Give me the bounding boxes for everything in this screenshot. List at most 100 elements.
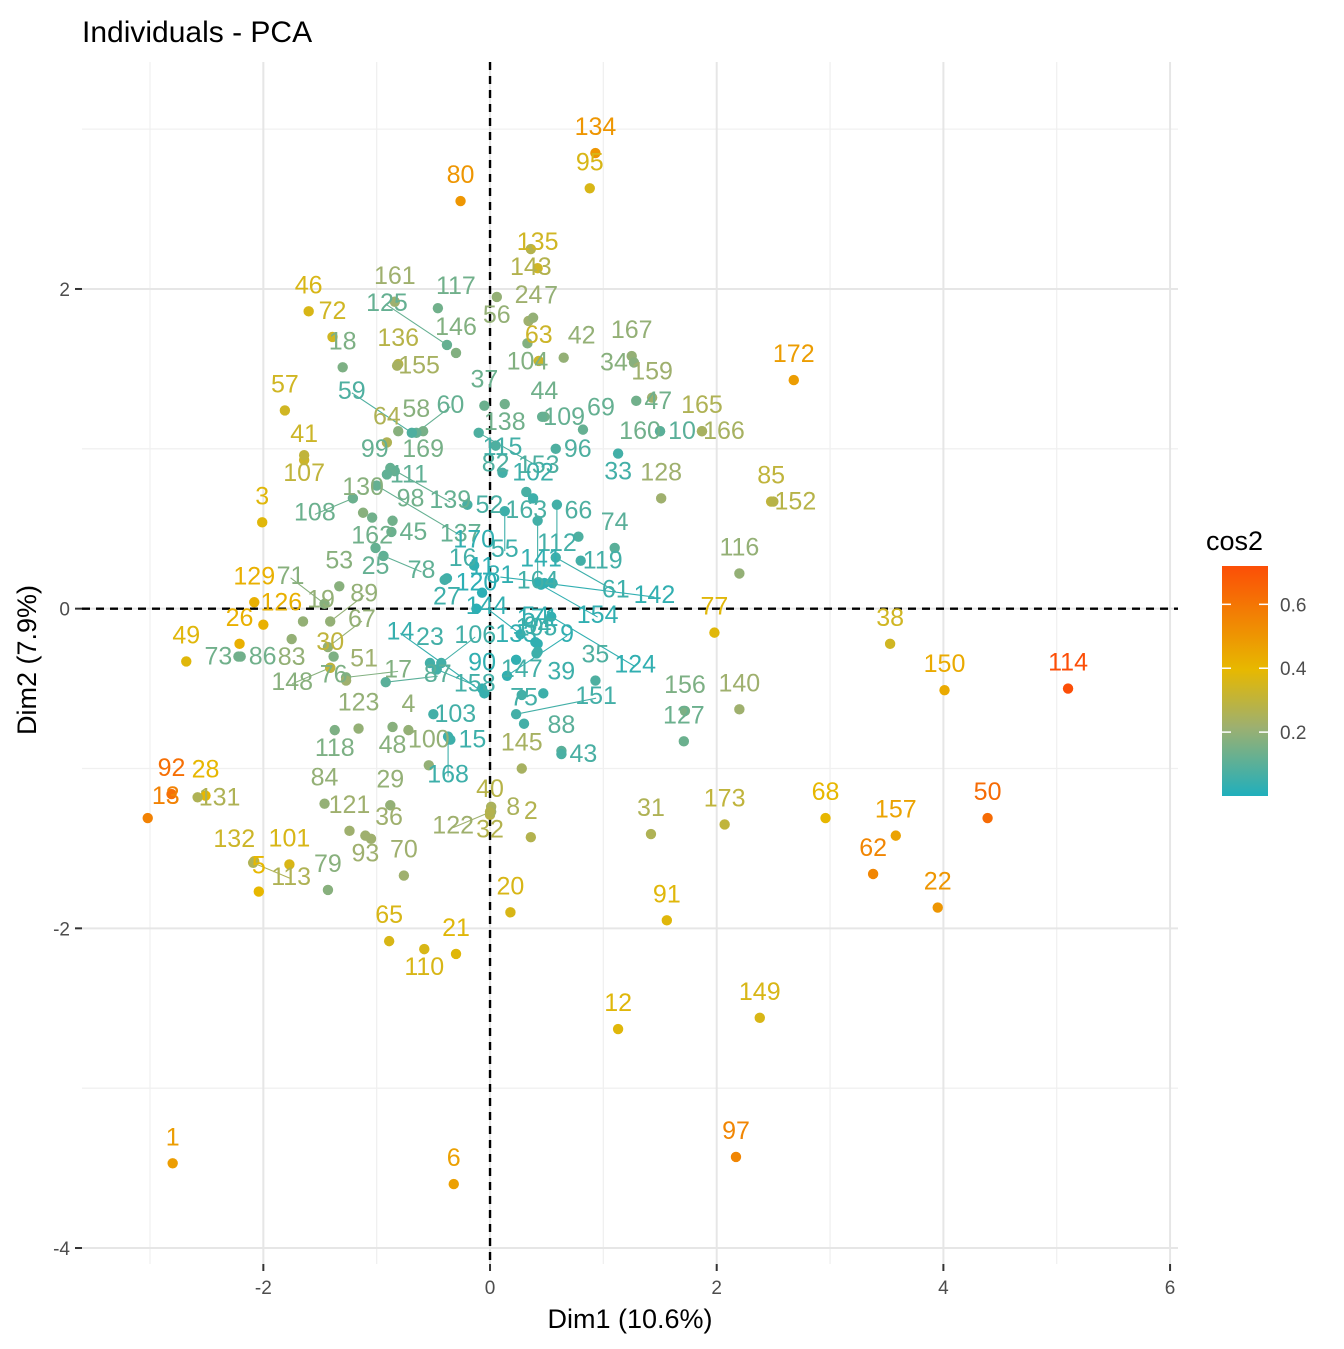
data-point xyxy=(939,684,950,696)
point-label: 118 xyxy=(315,734,355,762)
point-label: 44 xyxy=(531,377,559,405)
data-point xyxy=(303,306,314,317)
data-point xyxy=(734,568,745,579)
point-label: 80 xyxy=(447,161,475,189)
point-label: 100 xyxy=(408,725,450,753)
point-label: 135 xyxy=(517,228,559,256)
label-leader-line xyxy=(452,811,492,829)
label-leader-line xyxy=(390,467,451,503)
legend-ticks: 0.2 0.4 0.6 xyxy=(1222,595,1307,744)
point-label: 132 xyxy=(213,825,255,853)
point-label: 140 xyxy=(719,669,761,697)
x-tick-label: 0 xyxy=(485,1278,496,1299)
point-label: 17 xyxy=(384,655,412,683)
data-point xyxy=(391,360,403,371)
data-point xyxy=(505,907,516,918)
point-label: 167 xyxy=(611,316,653,344)
point-label: 23 xyxy=(416,623,444,651)
point-label: 116 xyxy=(719,533,759,561)
data-point xyxy=(518,718,530,729)
data-point xyxy=(370,542,381,554)
data-point xyxy=(532,262,543,274)
point-label: 97 xyxy=(722,1117,750,1145)
data-point xyxy=(525,832,537,843)
data-point xyxy=(385,800,396,811)
data-point xyxy=(445,734,456,745)
data-point xyxy=(142,812,153,824)
point-label: 20 xyxy=(497,872,525,900)
point-label: 52 xyxy=(475,491,503,519)
point-label: 106 xyxy=(454,621,496,649)
point-label: 127 xyxy=(663,701,705,729)
data-point xyxy=(550,552,561,563)
data-point xyxy=(547,577,558,589)
data-point xyxy=(932,902,943,913)
point-label: 40 xyxy=(476,775,504,803)
point-label: 6 xyxy=(447,1144,461,1172)
point-label: 41 xyxy=(290,420,318,448)
label-leader-line xyxy=(436,668,475,686)
point-label: 94 xyxy=(524,612,552,640)
label-leader-line xyxy=(386,304,448,346)
label-leader-line xyxy=(550,616,636,668)
data-point xyxy=(192,792,203,803)
point-label: 99 xyxy=(361,435,389,463)
point-label: 83 xyxy=(278,643,306,671)
point-label: 12 xyxy=(604,989,632,1017)
data-point xyxy=(167,1158,178,1169)
data-point xyxy=(516,763,527,774)
data-point xyxy=(655,493,667,504)
data-point xyxy=(344,825,355,837)
point-label: 31 xyxy=(637,794,665,822)
point-label: 62 xyxy=(859,834,887,862)
data-point xyxy=(328,651,339,662)
point-label: 72 xyxy=(319,297,347,325)
point-label: 54 xyxy=(521,602,549,630)
data-point xyxy=(347,493,359,504)
point-label: 131 xyxy=(199,783,241,811)
point-label: 5 xyxy=(252,852,266,880)
point-label: 45 xyxy=(400,518,428,546)
data-point xyxy=(249,597,260,608)
data-point xyxy=(532,515,543,526)
data-point xyxy=(484,806,496,817)
data-point xyxy=(455,195,466,207)
point-label: 74 xyxy=(601,508,629,536)
point-label: 143 xyxy=(510,253,552,281)
point-label: 125 xyxy=(366,289,408,317)
data-point xyxy=(678,736,690,747)
label-leader-line xyxy=(440,636,476,664)
point-label: 91 xyxy=(653,880,681,908)
point-label: 14 xyxy=(386,617,414,645)
legend-colorbar xyxy=(1222,566,1268,796)
point-label: 112 xyxy=(537,529,577,557)
point-label: 81 xyxy=(486,561,514,589)
data-point xyxy=(378,550,389,562)
data-point xyxy=(253,886,265,897)
point-label: 86 xyxy=(249,643,277,671)
point-label: 25 xyxy=(362,552,390,580)
point-label: 113 xyxy=(271,863,311,891)
data-point xyxy=(439,574,450,586)
data-point xyxy=(181,656,192,667)
data-point xyxy=(531,648,542,659)
point-label: 77 xyxy=(701,593,729,621)
x-tick-label: -2 xyxy=(255,1278,272,1299)
point-label: 171 xyxy=(517,604,559,632)
x-axis-title: Dim1 (10.6%) xyxy=(547,1304,712,1334)
data-point xyxy=(499,398,510,410)
point-label: 142 xyxy=(634,581,676,609)
data-point xyxy=(424,657,436,669)
data-point xyxy=(383,935,395,947)
data-point xyxy=(166,788,177,800)
label-leader-line xyxy=(383,555,422,573)
data-point xyxy=(389,296,401,307)
label-leader-line xyxy=(555,557,617,592)
point-label: 90 xyxy=(468,649,496,677)
data-point xyxy=(398,870,410,881)
data-point xyxy=(423,760,435,771)
point-label: 82 xyxy=(482,450,510,478)
data-point xyxy=(247,857,259,869)
point-label: 75 xyxy=(510,684,538,712)
